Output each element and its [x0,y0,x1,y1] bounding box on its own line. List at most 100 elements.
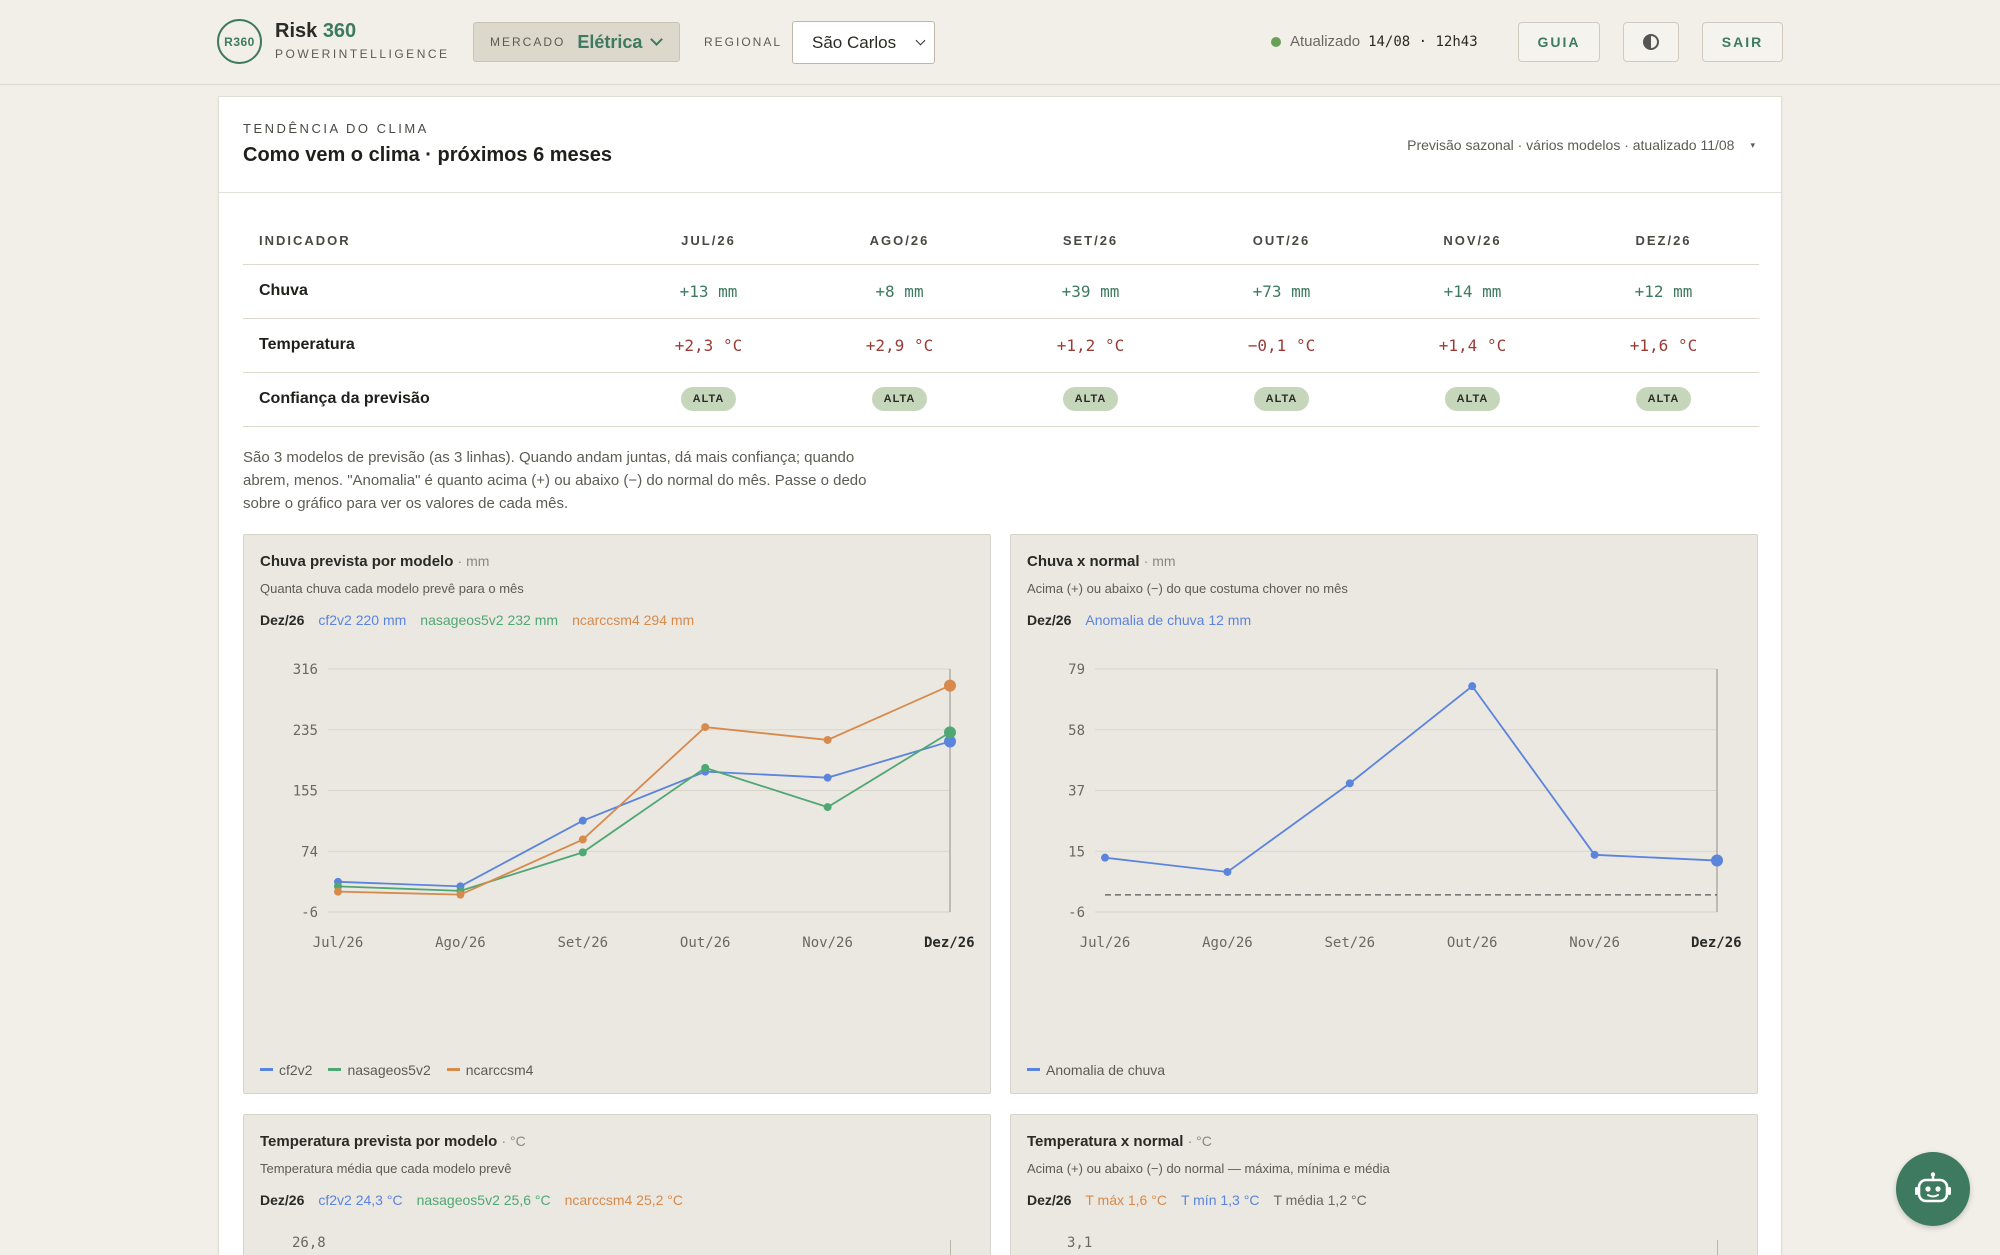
temp-cell: +2,9 °C [804,318,995,373]
y-tick-label: 316 [293,662,318,678]
rain-models-chart[interactable]: 316 235 155 74 -6 Jul/26 Ago/26 Set/26 Out/26 Nov… [244,645,990,1045]
y-tick-label: 74 [301,844,318,860]
x-tick-label: Nov/26 [1569,935,1620,951]
data-point [701,763,710,772]
contrast-icon [1643,34,1659,50]
section-title: Como vem o clima · próximos 6 meses [243,144,613,166]
hover-line [950,1240,951,1255]
confidence-cell: ALTA [1377,372,1568,427]
legend-label: nasageos5v2 [347,1062,431,1078]
data-point [578,848,587,857]
legend-item: cf2v2 [260,1062,312,1078]
divider [219,192,1781,193]
panel-subtitle: Quanta chuva cada modelo prevê para o mê… [260,581,524,596]
y-tick-label: 155 [293,784,318,800]
x-tick-label: Out/26 [680,935,731,951]
data-point [944,679,956,692]
rain-cell: +39 mm [995,264,1186,319]
rain-cell: +8 mm [804,264,995,319]
regional-select[interactable]: São Carlos [792,21,935,64]
data-point [944,735,956,748]
chart-legend: Anomalia de chuva [1027,1062,1165,1078]
theme-toggle-button[interactable] [1623,22,1679,62]
confidence-badge: ALTA [1062,387,1119,411]
column-header: OUT/26 [1186,217,1377,265]
panel-unit: · mm [457,553,490,569]
panel-title-text: Chuva prevista por modelo [260,553,454,570]
forecast-source-toggle[interactable]: Previsão sazonal · vários modelos · atua… [1407,137,1755,153]
confidence-cell: ALTA [1186,372,1377,427]
climate-trend-card: TENDÊNCIA DO CLIMA Como vem o clima · pr… [218,96,1782,1255]
panel-title: Chuva prevista por modelo · mm [260,553,489,570]
confidence-cell: ALTA [613,372,804,427]
guide-button[interactable]: GUIA [1518,22,1600,62]
top-bar: R360 Risk 360 POWERINTELLIGENCE MERCADO … [0,0,2000,85]
panel-unit: · °C [501,1133,526,1149]
readout-month: Dez/26 [260,1192,305,1208]
hover-line [1717,1240,1718,1255]
data-point [823,773,832,782]
temp-cell: +1,6 °C [1568,318,1759,373]
legend-item: nasageos5v2 [328,1062,431,1078]
status-label: Atualizado [1290,33,1361,50]
confidence-badge: ALTA [680,387,737,411]
temp-cell: −0,1 °C [1186,318,1377,373]
robot-icon [1915,1172,1951,1203]
readout-value: Anomalia de chuva 12 mm [1085,612,1252,628]
data-point [1590,850,1599,859]
rain-cell: +73 mm [1186,264,1377,319]
logout-button[interactable]: SAIR [1702,22,1783,62]
panel-title-text: Temperatura prevista por modelo [260,1133,498,1150]
legend-swatch [446,1068,460,1071]
confidence-cell: ALTA [804,372,995,427]
row-label: Chuva [243,264,613,319]
brand-name: Risk 360 [275,20,450,43]
readout-value: T máx 1,6 °C [1085,1192,1167,1208]
column-header: AGO/26 [804,217,995,265]
legend-item: Anomalia de chuva [1027,1062,1165,1078]
row-label: Temperatura [243,318,613,373]
series-line-cf2v2 [337,740,951,888]
rain-models-panel: Chuva prevista por modelo · mm Quanta ch… [243,534,991,1094]
logo-badge[interactable]: R360 [217,19,262,64]
y-tick-label: 15 [1068,844,1085,860]
section-eyebrow: TENDÊNCIA DO CLIMA [243,121,429,136]
temp-cell: +1,4 °C [1377,318,1568,373]
panel-title: Temperatura prevista por modelo · °C [260,1133,526,1150]
panel-title: Temperatura x normal · °C [1027,1133,1212,1150]
legend-swatch [328,1068,342,1071]
chevron-down-icon [915,35,926,46]
x-tick-label: Nov/26 [802,935,853,951]
x-tick-label: Jul/26 [1080,935,1131,951]
temp-anomaly-panel: Temperatura x normal · °C Acima (+) ou a… [1010,1114,1758,1255]
panel-unit: · mm [1143,553,1176,569]
assistant-chat-button[interactable] [1896,1152,1970,1226]
series-line-nasageos5v2 [337,731,951,892]
readout-value: nasageos5v2 25,6 °C [416,1192,551,1208]
panel-title-text: Chuva x normal [1027,553,1140,570]
indicator-table: INDICADOR JUL/26 AGO/26 SET/26 OUT/26 NO… [243,217,1759,427]
panel-title: Chuva x normal · mm [1027,553,1176,570]
explanation-note: São 3 modelos de previsão (as 3 linhas).… [243,449,867,512]
rain-anomaly-panel: Chuva x normal · mm Acima (+) ou abaixo … [1010,534,1758,1094]
data-point [701,723,710,732]
data-point [944,726,956,739]
status-timestamp: 14/08 · 12h43 [1368,33,1478,50]
rain-cell: +14 mm [1377,264,1568,319]
rain-anomaly-chart[interactable]: 79 58 37 15 -6 Jul/26 Ago/26 Set/26 Out/26 Nov/26… [1011,645,1757,1045]
panel-unit: · °C [1187,1133,1212,1149]
market-dropdown[interactable]: MERCADO Elétrica [473,22,680,62]
x-tick-label: Ago/26 [1202,935,1253,951]
market-value: Elétrica [577,31,643,52]
x-tick-label: Set/26 [1325,935,1376,951]
readout-value: T média 1,2 °C [1273,1192,1367,1208]
table-header-row: INDICADOR JUL/26 AGO/26 SET/26 OUT/26 NO… [243,217,1759,265]
legend-label: ncarccsm4 [465,1062,534,1078]
data-point [1101,853,1109,862]
legend-swatch [260,1068,273,1071]
panel-subtitle: Acima (+) ou abaixo (−) do normal — máxi… [1027,1161,1390,1176]
confidence-cell: ALTA [995,372,1186,427]
readout-value: T mín 1,3 °C [1180,1192,1260,1208]
y-tick-label: 79 [1068,662,1085,678]
caret-down-icon: ▾ [1750,140,1755,150]
